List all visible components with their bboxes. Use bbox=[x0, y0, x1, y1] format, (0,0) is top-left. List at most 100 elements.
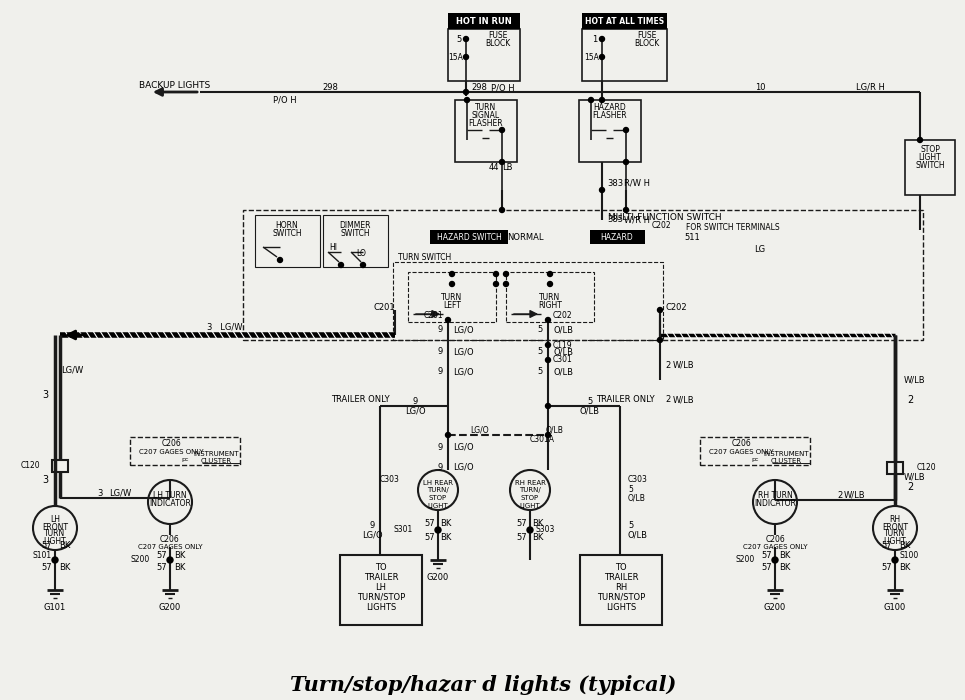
Text: C301A: C301A bbox=[530, 435, 555, 444]
Bar bbox=[700, 437, 810, 465]
Text: LO: LO bbox=[356, 249, 366, 258]
Text: C119: C119 bbox=[553, 340, 572, 349]
Text: FRONT: FRONT bbox=[42, 522, 68, 531]
Text: 57: 57 bbox=[156, 550, 167, 559]
Text: INDICATOR: INDICATOR bbox=[754, 500, 796, 508]
Circle shape bbox=[52, 557, 58, 563]
Text: LG/W: LG/W bbox=[61, 365, 83, 375]
Text: TRAILER: TRAILER bbox=[604, 573, 638, 582]
Text: 2: 2 bbox=[907, 395, 913, 405]
Text: LG/O: LG/O bbox=[471, 426, 489, 435]
Text: LG/O: LG/O bbox=[404, 407, 426, 416]
Text: LIGHT: LIGHT bbox=[427, 503, 449, 509]
Bar bbox=[408, 272, 496, 322]
Text: SIGNAL: SIGNAL bbox=[472, 111, 500, 120]
Text: TO: TO bbox=[375, 563, 387, 571]
Text: C207 GAGES ONLY: C207 GAGES ONLY bbox=[140, 449, 205, 455]
Text: LG/W: LG/W bbox=[109, 489, 131, 498]
Text: O/LB: O/LB bbox=[553, 326, 573, 335]
Circle shape bbox=[435, 527, 441, 533]
Text: LIGHT: LIGHT bbox=[43, 536, 67, 545]
Text: FUSE: FUSE bbox=[488, 32, 508, 41]
Text: SWITCH: SWITCH bbox=[272, 228, 302, 237]
Circle shape bbox=[450, 272, 455, 276]
Circle shape bbox=[339, 262, 344, 267]
Circle shape bbox=[500, 160, 505, 164]
Text: LG/O: LG/O bbox=[362, 531, 382, 540]
Text: S200: S200 bbox=[130, 556, 150, 564]
Text: BK: BK bbox=[780, 550, 790, 559]
Text: STOP: STOP bbox=[521, 495, 539, 501]
Bar bbox=[580, 555, 662, 625]
Text: O/LB: O/LB bbox=[628, 494, 646, 503]
Text: S200: S200 bbox=[735, 556, 755, 564]
Text: G200: G200 bbox=[427, 573, 449, 582]
Bar bbox=[887, 462, 903, 474]
Text: HI: HI bbox=[329, 242, 337, 251]
Text: C206: C206 bbox=[160, 535, 179, 543]
Text: LH TURN: LH TURN bbox=[153, 491, 187, 500]
Circle shape bbox=[545, 403, 550, 409]
Text: LH: LH bbox=[375, 582, 387, 592]
Text: 9: 9 bbox=[412, 396, 418, 405]
Text: 2: 2 bbox=[665, 395, 671, 405]
Circle shape bbox=[623, 160, 628, 164]
Text: 5: 5 bbox=[628, 521, 633, 529]
Text: C207 GAGES ONLY: C207 GAGES ONLY bbox=[709, 449, 774, 455]
Text: 5: 5 bbox=[628, 486, 633, 494]
Circle shape bbox=[623, 127, 628, 132]
Text: LIGHT: LIGHT bbox=[919, 153, 942, 162]
Circle shape bbox=[504, 281, 509, 286]
Bar bbox=[582, 13, 667, 29]
Bar bbox=[448, 13, 520, 29]
Text: LB: LB bbox=[502, 162, 512, 172]
Bar bbox=[455, 100, 517, 162]
Text: FOR SWITCH TERMINALS: FOR SWITCH TERMINALS bbox=[686, 223, 780, 232]
Text: TURN: TURN bbox=[884, 529, 905, 538]
Text: TURN/STOP: TURN/STOP bbox=[357, 592, 405, 601]
Text: O/LB: O/LB bbox=[546, 426, 564, 435]
Text: C202: C202 bbox=[652, 221, 672, 230]
Text: LG/O: LG/O bbox=[453, 368, 474, 377]
Circle shape bbox=[547, 272, 553, 276]
Text: 511: 511 bbox=[684, 232, 700, 241]
Text: TO: TO bbox=[616, 563, 627, 571]
Text: LG/O: LG/O bbox=[453, 347, 474, 356]
Text: C120: C120 bbox=[917, 463, 937, 473]
Text: 385: 385 bbox=[607, 216, 623, 225]
Text: MULTI-FUNCTION SWITCH: MULTI-FUNCTION SWITCH bbox=[608, 213, 722, 221]
Circle shape bbox=[446, 318, 451, 323]
Text: 57: 57 bbox=[882, 540, 893, 550]
Text: pc: pc bbox=[181, 458, 189, 463]
Text: W/LB: W/LB bbox=[673, 395, 695, 405]
Text: BLOCK: BLOCK bbox=[485, 38, 510, 48]
Circle shape bbox=[918, 137, 923, 143]
Text: 57: 57 bbox=[41, 540, 52, 550]
Circle shape bbox=[167, 557, 173, 563]
Circle shape bbox=[493, 272, 499, 276]
Circle shape bbox=[450, 281, 455, 286]
Text: TURN/: TURN/ bbox=[427, 487, 449, 493]
Circle shape bbox=[657, 337, 663, 342]
Text: C303: C303 bbox=[628, 475, 648, 484]
Bar bbox=[130, 437, 240, 465]
Text: O/LB: O/LB bbox=[580, 407, 600, 416]
Bar bbox=[590, 230, 645, 244]
Text: C207 GAGES ONLY: C207 GAGES ONLY bbox=[743, 544, 808, 550]
Text: S100: S100 bbox=[900, 550, 920, 559]
Text: BK: BK bbox=[59, 540, 70, 550]
Text: C206: C206 bbox=[162, 440, 181, 449]
Circle shape bbox=[547, 281, 553, 286]
Text: 44: 44 bbox=[488, 162, 499, 172]
Text: BK: BK bbox=[780, 563, 790, 571]
Circle shape bbox=[599, 55, 604, 60]
Text: 15A: 15A bbox=[449, 52, 463, 62]
Text: RH TURN: RH TURN bbox=[758, 491, 792, 500]
Text: LG/O: LG/O bbox=[453, 326, 474, 335]
Text: RH REAR: RH REAR bbox=[514, 480, 545, 486]
Text: SWITCH: SWITCH bbox=[341, 228, 370, 237]
Text: W/LB: W/LB bbox=[904, 375, 925, 384]
Text: 57: 57 bbox=[425, 533, 435, 542]
Text: HOT IN RUN: HOT IN RUN bbox=[456, 17, 511, 25]
Bar bbox=[905, 140, 955, 195]
